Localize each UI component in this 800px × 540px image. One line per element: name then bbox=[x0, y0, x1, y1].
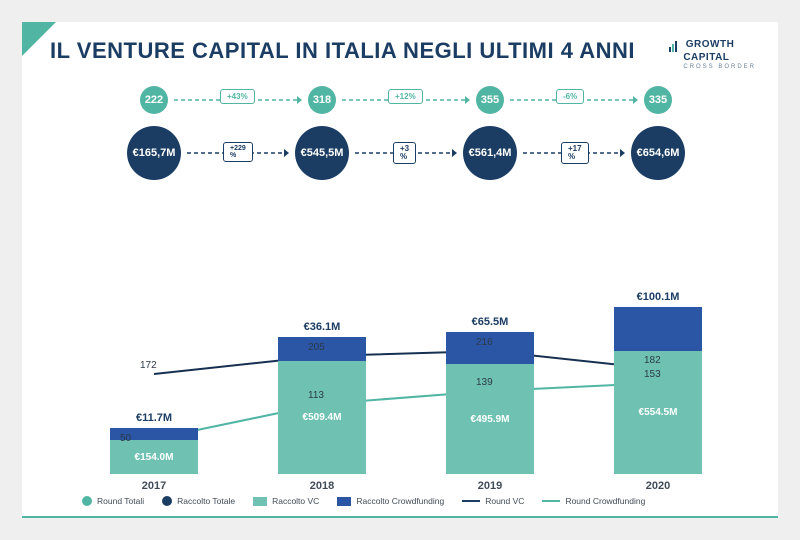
raccolto-totale-pct: +229% bbox=[223, 142, 253, 162]
legend-swatch-icon bbox=[542, 500, 560, 502]
round-totali-bubble: 355 bbox=[476, 86, 504, 114]
chart-column: €65.5M €495.9M 2019 bbox=[406, 256, 574, 474]
legend-label: Raccolto Totale bbox=[177, 496, 235, 506]
bar-seg-crowd bbox=[614, 307, 702, 351]
legend-swatch-icon bbox=[337, 497, 351, 506]
raccolto-totale-bubble: €545,5M bbox=[295, 126, 349, 180]
logo-line1: GROWTH bbox=[686, 39, 735, 50]
x-label: 2020 bbox=[574, 480, 742, 492]
line-vc-label: 172 bbox=[140, 360, 157, 371]
raccolto-totale-bubble: €165,7M bbox=[127, 126, 181, 180]
stacked-bar: €36.1M €509.4M bbox=[278, 337, 366, 474]
round-totali-bubble: 222 bbox=[140, 86, 168, 114]
round-totali-bubble: 335 bbox=[644, 86, 672, 114]
legend-label: Round Totali bbox=[97, 496, 144, 506]
legend-item: Round VC bbox=[462, 496, 524, 506]
legend-swatch-icon bbox=[162, 496, 172, 506]
line-crowd-label: 139 bbox=[476, 377, 493, 388]
legend-label: Round Crowdfunding bbox=[565, 496, 645, 506]
legend: Round Totali Raccolto Totale Raccolto VC Ra… bbox=[82, 496, 645, 506]
legend-swatch-icon bbox=[253, 497, 267, 506]
bar-top-label: €11.7M bbox=[110, 412, 198, 424]
legend-item: Raccolto Crowdfunding bbox=[337, 496, 444, 506]
stacked-bar: €65.5M €495.9M bbox=[446, 332, 534, 474]
line-crowd-label: 153 bbox=[644, 369, 661, 380]
legend-item: Raccolto VC bbox=[253, 496, 319, 506]
legend-label: Raccolto Crowdfunding bbox=[356, 496, 444, 506]
x-label: 2019 bbox=[406, 480, 574, 492]
slide-title: IL VENTURE CAPITAL IN ITALIA NEGLI ULTIM… bbox=[50, 38, 635, 64]
legend-swatch-icon bbox=[462, 500, 480, 502]
slide: IL VENTURE CAPITAL IN ITALIA NEGLI ULTIM… bbox=[22, 22, 778, 518]
bottom-accent bbox=[22, 516, 778, 518]
bar-seg-vc: €509.4M bbox=[278, 361, 366, 474]
bar-seg-vc: €154.0M bbox=[110, 440, 198, 474]
logo: GROWTH CAPITAL CROSS BORDER bbox=[669, 34, 756, 70]
bar-top-label: €100.1M bbox=[614, 291, 702, 303]
raccolto-totale-pct: +3% bbox=[393, 142, 416, 164]
legend-item: Round Totali bbox=[82, 496, 144, 506]
x-label: 2017 bbox=[70, 480, 238, 492]
round-totali-pct: +12% bbox=[388, 89, 423, 104]
chart-column: €36.1M €509.4M 2018 bbox=[238, 256, 406, 474]
line-vc-label: 182 bbox=[644, 355, 661, 366]
legend-label: Raccolto VC bbox=[272, 496, 319, 506]
x-label: 2018 bbox=[238, 480, 406, 492]
raccolto-totale-bubble: €561,4M bbox=[463, 126, 517, 180]
round-totali-pct: -6% bbox=[556, 89, 584, 104]
raccolto-totale-bubble: €654,6M bbox=[631, 126, 685, 180]
stacked-bar: €100.1M €554.5M bbox=[614, 307, 702, 474]
line-crowd-label: 50 bbox=[120, 433, 131, 444]
legend-item: Round Crowdfunding bbox=[542, 496, 645, 506]
bar-top-label: €65.5M bbox=[446, 316, 534, 328]
legend-label: Round VC bbox=[485, 496, 524, 506]
round-totali-bubble: 318 bbox=[308, 86, 336, 114]
logo-line2: CAPITAL bbox=[683, 52, 756, 63]
line-vc-label: 216 bbox=[476, 337, 493, 348]
logo-bars-icon bbox=[669, 34, 678, 52]
round-totali-pct: +43% bbox=[220, 89, 255, 104]
raccolto-totale-pct: +17% bbox=[561, 142, 589, 164]
legend-item: Raccolto Totale bbox=[162, 496, 235, 506]
logo-sub: CROSS BORDER bbox=[683, 64, 756, 70]
line-vc-label: 205 bbox=[308, 342, 325, 353]
chart-area: €11.7M €154.0M 2017 €36.1M €509.4M 2018 … bbox=[70, 256, 742, 474]
bar-top-label: €36.1M bbox=[278, 321, 366, 333]
legend-swatch-icon bbox=[82, 496, 92, 506]
line-crowd-label: 113 bbox=[308, 390, 324, 401]
